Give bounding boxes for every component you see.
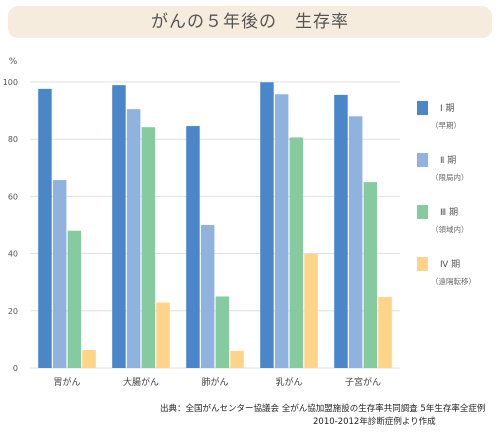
bar [230, 350, 244, 368]
legend-sublabel: （領域内） [431, 224, 469, 234]
source-line-1: 出典：全国がんセンター協議会 全がん協加盟施設の生存率共同調査 5年生存率全症例 [160, 404, 486, 414]
bar [156, 302, 170, 368]
bar [186, 126, 200, 368]
bar [200, 225, 215, 368]
bar [141, 127, 156, 368]
legend-sublabel: （遠隔転移） [431, 276, 476, 286]
y-tick-label: 20 [8, 307, 18, 316]
bar [274, 94, 289, 368]
legend-sublabel: （限局内） [431, 172, 469, 182]
bar [215, 296, 230, 368]
y-tick-label: 40 [8, 250, 18, 259]
legend-swatch [417, 101, 428, 115]
bar [52, 180, 67, 368]
legend-swatch [417, 205, 428, 219]
y-tick-label: 100 [3, 78, 18, 87]
x-tick-label: 胃がん [53, 376, 80, 388]
y-tick-label: 0 [13, 364, 18, 373]
legend-label: Ⅲ 期 [440, 207, 458, 218]
bar [82, 349, 96, 368]
x-tick-label: 子宮がん [345, 376, 381, 388]
bar [260, 82, 274, 368]
y-tick-label: 60 [8, 192, 18, 201]
y-tick-label: 80 [8, 135, 18, 144]
bar [289, 137, 304, 368]
bar [67, 230, 82, 368]
bar [378, 297, 392, 368]
x-tick-label: 大腸がん [123, 376, 159, 388]
bar [348, 116, 363, 368]
legend-swatch [417, 153, 428, 167]
bar [126, 109, 141, 369]
legend-label: Ⅰ 期 [440, 103, 455, 114]
legend-swatch [417, 257, 428, 271]
bar [334, 94, 348, 369]
bar [363, 182, 378, 368]
legend-sublabel: （早期） [431, 121, 461, 130]
bar [112, 85, 126, 368]
x-tick-label: 肺がん [201, 376, 228, 388]
legend-label: Ⅳ 期 [440, 259, 460, 270]
title-banner: がんの５年後の 生存率 [8, 6, 492, 38]
legend-label: Ⅱ 期 [440, 155, 456, 166]
bar [304, 253, 318, 368]
y-unit-label: % [9, 57, 18, 67]
x-tick-label: 乳がん [275, 376, 302, 388]
source-line-2: 2010-2012年診断症例より作成 [313, 417, 436, 427]
bar [38, 88, 52, 368]
chart-title: がんの５年後の 生存率 [151, 12, 349, 32]
